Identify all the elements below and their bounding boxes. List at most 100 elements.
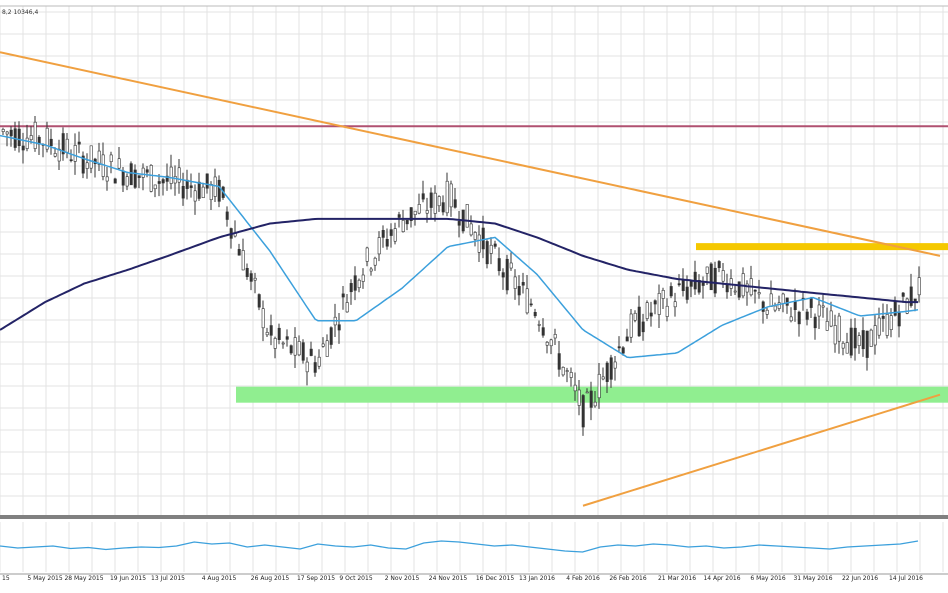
candle-body [289, 345, 293, 354]
candle-body [397, 214, 401, 218]
candle-body [373, 257, 377, 266]
candle-body [125, 176, 129, 187]
candle-body [65, 138, 69, 153]
candle-body [545, 341, 549, 346]
candle-body [49, 138, 53, 147]
x-tick-label: 9 Oct 2015 [339, 575, 372, 582]
x-tick-label: 31 May 2016 [793, 575, 832, 582]
candle-body [661, 290, 665, 299]
candle-body [841, 342, 845, 349]
candles [1, 116, 921, 436]
candle-body [569, 372, 573, 378]
candle-body [625, 336, 629, 342]
x-axis: 15 5 May 2015 28 May 2015 19 Jun 2015 13 Jul… [2, 575, 923, 582]
candle-body [369, 268, 373, 272]
candle-body [553, 334, 557, 339]
candle-body [793, 301, 797, 311]
candle-body [657, 293, 661, 315]
candle-body [777, 302, 781, 309]
candle-body [245, 267, 249, 277]
candle-body [425, 210, 429, 214]
candle-body [861, 330, 865, 350]
x-tick-label: 22 Jun 2016 [842, 575, 878, 582]
candle-body [9, 129, 13, 137]
candle-body [717, 261, 721, 269]
candle-body [869, 329, 873, 347]
candle-body [917, 277, 921, 296]
candle-body [293, 337, 297, 356]
candle-body [829, 310, 833, 327]
candle-body [457, 221, 461, 226]
candle-body [437, 196, 441, 207]
candle-body [225, 211, 229, 220]
candle-body [501, 272, 505, 278]
candle-body [605, 362, 609, 382]
x-tick-label: 28 May 2015 [64, 575, 103, 582]
candle-body [825, 321, 829, 331]
candle-body [445, 180, 449, 214]
x-tick-label: 13 Jan 2016 [519, 575, 555, 582]
candle-body [681, 278, 685, 291]
candle-body [665, 305, 669, 317]
candle-body [697, 279, 701, 293]
candle-body [653, 300, 657, 305]
candle-body [629, 313, 633, 338]
candle-body [317, 356, 321, 367]
candle-body [609, 357, 613, 380]
candle-body [537, 324, 541, 326]
x-tick-label: 21 Mar 2016 [658, 575, 696, 582]
candle-body [549, 339, 553, 347]
candle-body [597, 373, 601, 399]
candle-body [157, 181, 161, 184]
candle-body [237, 249, 241, 256]
x-tick-label: 26 Aug 2015 [251, 575, 290, 582]
candle-body [337, 324, 341, 331]
candle-body [109, 154, 113, 163]
candle-body [497, 258, 501, 272]
candle-body [477, 234, 481, 253]
candle-body [733, 290, 737, 293]
candle-body [517, 286, 521, 296]
candle-body [845, 342, 849, 354]
candle-body [81, 155, 85, 174]
candle-body [781, 293, 785, 304]
candle-body [513, 276, 517, 289]
candle-body [769, 293, 773, 307]
candle-body [189, 185, 193, 188]
candle-body [89, 145, 93, 169]
ascending-trendline [582, 393, 941, 507]
x-tick-label: 4 Aug 2015 [202, 575, 237, 582]
candle-body [489, 244, 493, 254]
candle-body [281, 342, 285, 345]
candle-body [705, 266, 709, 274]
candle-body [573, 384, 577, 392]
candle-body [241, 250, 245, 271]
moving-average-fast [0, 134, 919, 359]
candle-body [53, 153, 57, 157]
candle-body [685, 286, 689, 300]
candle-body [69, 159, 73, 161]
candle-body [253, 277, 257, 281]
candle-body [905, 298, 909, 314]
candle-body [737, 281, 741, 298]
candle-body [85, 162, 89, 169]
candle-body [429, 192, 433, 208]
candle-body [21, 145, 25, 151]
candle-body [285, 336, 289, 340]
candle-body [649, 312, 653, 317]
candle-body [269, 325, 273, 336]
candle-body [33, 121, 37, 149]
descending-trendline [0, 51, 941, 257]
candle-body [169, 166, 173, 184]
candle-body [165, 175, 169, 182]
candle-body [469, 223, 473, 236]
candle-body [713, 267, 717, 294]
candle-body [773, 305, 777, 311]
x-tick-label: 16 Dec 2015 [476, 575, 515, 582]
candle-body [161, 179, 165, 184]
x-tick-label: 5 May 2015 [27, 575, 62, 582]
candle-body [881, 315, 885, 319]
candle-body [193, 190, 197, 202]
candle-body [181, 186, 185, 199]
